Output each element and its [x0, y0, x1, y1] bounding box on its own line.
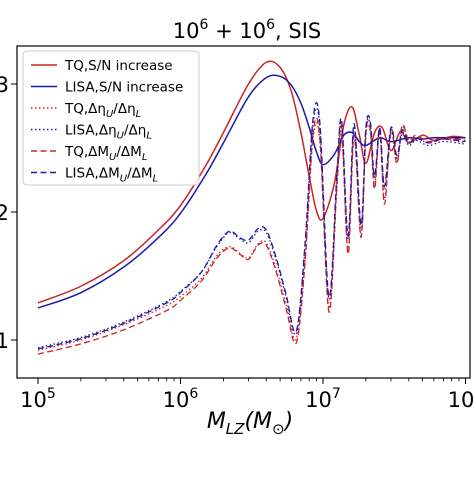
legend-label: LISA,ΔηU/ΔηL [65, 123, 152, 142]
x-tick-label: 105 [20, 386, 56, 412]
series-line-2 [37, 74, 466, 309]
legend-label: TQ,S/N increase [64, 58, 173, 74]
series-line-6 [37, 101, 466, 350]
legend: TQ,S/N increase LISA,S/N increase TQ,ΔηU/Δ… [22, 50, 200, 186]
chart-title: 106 + 106, SIS [173, 17, 321, 43]
series-line-5 [37, 117, 466, 355]
x-tick-label: 108 [448, 386, 474, 412]
x-axis-label: MLZ(M⊙) [207, 409, 293, 438]
series-line-4 [37, 107, 466, 349]
legend-label: LISA,ΔMU/ΔML [65, 166, 158, 185]
y-tick-label: 3 [0, 73, 9, 97]
tick-layer: 105 106 107 108 1 2 3 [0, 73, 474, 412]
y-tick-label: 1 [0, 329, 9, 353]
x-tick-label: 106 [163, 386, 199, 412]
series-layer [37, 60, 466, 355]
legend-label: TQ,ΔMU/ΔML [64, 144, 147, 163]
legend-label: LISA,S/N increase [65, 80, 183, 96]
y-tick-label: 2 [0, 201, 9, 225]
legend-label: TQ,ΔηU/ΔηL [64, 101, 141, 120]
legend-box [22, 50, 200, 186]
x-tick-label: 107 [305, 386, 341, 412]
